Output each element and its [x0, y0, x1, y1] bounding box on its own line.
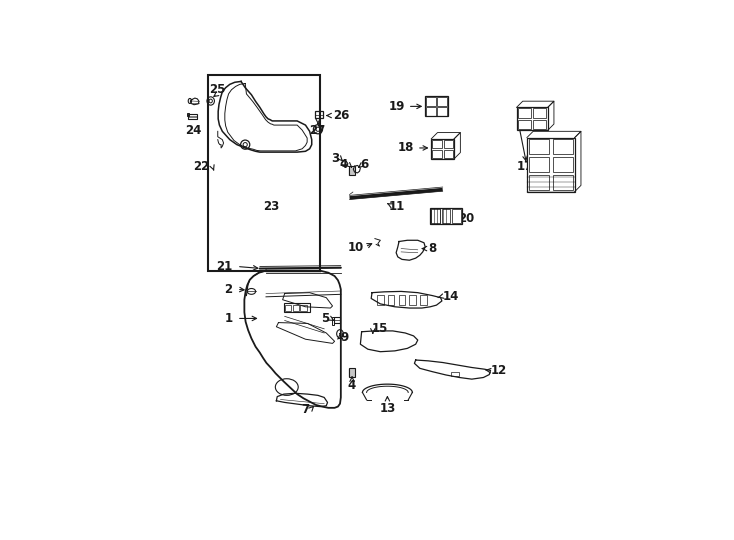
Text: 9: 9: [340, 330, 348, 343]
Bar: [443, 150, 453, 158]
Bar: [377, 295, 384, 305]
Bar: [332, 317, 334, 325]
Text: 12: 12: [490, 364, 506, 377]
Bar: [349, 166, 355, 176]
Bar: [553, 175, 573, 190]
Bar: [528, 139, 549, 154]
Bar: [432, 140, 442, 148]
Bar: [426, 97, 435, 106]
Text: 4: 4: [347, 379, 355, 392]
Text: 1: 1: [225, 312, 233, 325]
Text: 4: 4: [340, 158, 348, 171]
Bar: [315, 111, 323, 118]
Text: 10: 10: [347, 241, 364, 254]
Text: 22: 22: [194, 160, 210, 173]
Bar: [432, 150, 442, 158]
Bar: [284, 303, 310, 312]
Bar: [334, 317, 340, 323]
Bar: [208, 75, 320, 271]
Text: 3: 3: [332, 152, 340, 165]
Bar: [410, 295, 416, 305]
Bar: [442, 209, 451, 223]
Text: 23: 23: [264, 200, 280, 213]
Bar: [300, 305, 307, 310]
Bar: [437, 107, 447, 116]
Text: 11: 11: [388, 200, 405, 213]
Bar: [388, 295, 394, 305]
Bar: [421, 295, 427, 305]
Text: 5: 5: [321, 312, 330, 325]
Bar: [186, 113, 189, 116]
Bar: [452, 209, 461, 223]
Bar: [443, 140, 453, 148]
Text: 20: 20: [459, 212, 475, 225]
Bar: [553, 139, 573, 154]
Text: 19: 19: [389, 100, 405, 113]
Bar: [293, 305, 299, 310]
Bar: [517, 107, 548, 130]
Text: 24: 24: [185, 124, 201, 137]
Bar: [437, 97, 447, 106]
Text: 15: 15: [372, 322, 388, 335]
Text: 17: 17: [517, 160, 533, 173]
Bar: [527, 138, 575, 192]
Text: 13: 13: [379, 402, 396, 415]
Bar: [425, 97, 448, 116]
Bar: [517, 120, 531, 130]
Bar: [432, 209, 440, 223]
Bar: [553, 157, 573, 172]
Bar: [399, 295, 405, 305]
Bar: [528, 157, 549, 172]
Text: 6: 6: [360, 158, 368, 171]
Bar: [528, 175, 549, 190]
Text: 18: 18: [398, 141, 415, 154]
Text: 14: 14: [443, 290, 459, 303]
Bar: [534, 109, 546, 118]
Bar: [188, 114, 197, 119]
Text: 2: 2: [225, 283, 233, 296]
Bar: [430, 208, 462, 225]
Text: 7: 7: [302, 403, 310, 416]
Bar: [432, 139, 454, 159]
Bar: [534, 120, 546, 130]
Bar: [426, 107, 435, 116]
Text: 16: 16: [516, 112, 532, 125]
Text: 26: 26: [333, 109, 349, 122]
Text: 27: 27: [309, 124, 325, 137]
Bar: [349, 368, 355, 377]
Text: 21: 21: [217, 260, 233, 273]
Text: 25: 25: [209, 83, 225, 96]
Bar: [285, 305, 291, 310]
Bar: [451, 372, 459, 376]
Bar: [517, 109, 531, 118]
Text: 8: 8: [428, 242, 437, 255]
